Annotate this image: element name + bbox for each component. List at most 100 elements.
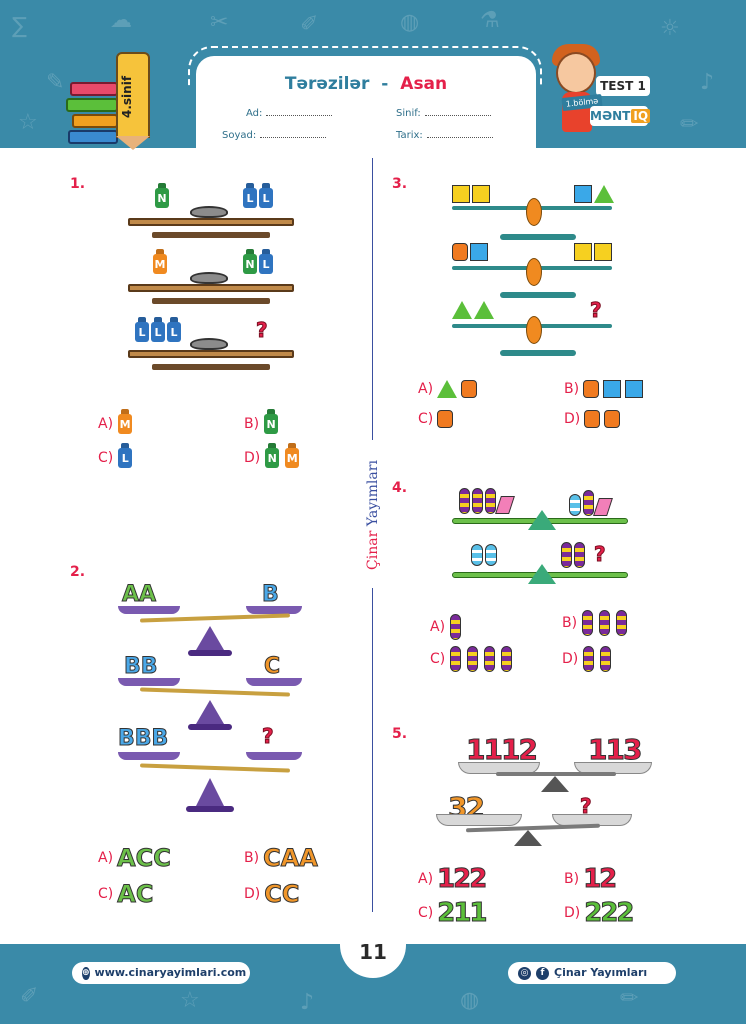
blue-candy-icon [471,544,483,566]
header-card [196,56,536,156]
q5-option-d[interactable]: D) 222 [564,900,635,927]
q4-option-c[interactable]: C) [430,646,513,672]
surname-line[interactable] [260,129,327,138]
letters-left: AA [121,582,157,607]
class-field[interactable]: Sinif: [396,107,491,119]
facebook-icon: f [536,966,549,980]
balance-pivot-icon [526,258,542,286]
column-divider-bottom [372,588,373,912]
option-letter: B) [562,615,578,631]
option-letter: C) [98,450,114,466]
doodle-star-icon: ☆ [180,988,200,1013]
q2-option-c[interactable]: C) AC [98,882,154,907]
weight-icon: N [264,414,279,434]
weight-icon: L [167,322,181,342]
option-letter: A) [430,619,446,635]
weight-icon: L [259,254,273,274]
q1-option-a[interactable]: A) M [98,414,133,434]
option-letter: C) [418,905,434,921]
q3-option-a[interactable]: A) [418,380,478,398]
balance-stand [196,626,224,650]
q3-option-c[interactable]: C) [418,410,454,428]
q4-option-a[interactable]: A) [430,614,462,640]
title-separator: - [381,74,389,94]
social-link[interactable]: ◎ f Çinar Yayımları [508,962,676,984]
q3-option-b[interactable]: B) [564,380,644,398]
publisher-vertical-text: Çinar Yayımları [362,431,384,599]
option-letter: A) [98,850,114,866]
q4-option-b[interactable]: B) [562,610,628,636]
website-link[interactable]: ⊕ www.cinaryayimlari.com [72,962,250,984]
green-pyramid-icon [594,185,614,203]
balance-stand [541,776,569,792]
digit-weight: 113 [587,733,642,766]
date-field[interactable]: Tarix: [396,129,493,141]
q2-option-d[interactable]: D) CC [244,882,300,907]
doodle-globe-icon: ◍ [460,988,480,1013]
weight-icon: L [243,188,257,208]
globe-icon: ⊕ [82,966,90,980]
letter-weight: AA [121,582,157,607]
option-letter: C) [98,886,114,902]
date-line[interactable] [426,129,493,138]
letters-left: BBB [117,727,168,750]
doodle-ruler-icon: ✂ [210,10,229,35]
purple-candy-icon [583,490,594,516]
green-pyramid-icon [437,380,458,398]
shelf [128,284,294,292]
doodle-globe-icon: ◍ [400,10,420,35]
title-text: Tərəzilər [284,74,370,94]
balance-pan [246,606,302,614]
doodle-note-icon: ♪ [300,990,315,1015]
subject-text: MƏNT [590,109,631,123]
name-line[interactable] [266,107,333,116]
balance-stand [514,830,542,846]
q1-option-c[interactable]: C) L [98,448,133,468]
surname-field[interactable]: Soyad: [222,129,327,141]
q2-option-b[interactable]: B) CAA [244,846,318,871]
balance-beam [496,772,616,776]
purple-candy-icon [472,488,483,514]
doodle-pencil-icon: ✏ [620,986,639,1011]
digit-weight: 1112 [466,733,539,766]
q5-option-c[interactable]: C) 211 [418,900,488,927]
purple-candy-icon [561,542,572,568]
option-digits: 12 [583,864,618,894]
purple-candy-icon [501,646,513,672]
q1-option-b[interactable]: B) N [244,414,279,434]
header-dashed-frame [188,46,542,86]
publisher-name-part2: Yayımları [365,460,381,527]
purple-candy-icon [450,614,462,640]
mustache-icon [190,272,228,284]
book-icon [66,98,118,112]
purple-candy-icon [450,646,462,672]
green-pyramid-icon [474,301,494,319]
weight-icon: L [151,322,165,342]
q5-option-b[interactable]: B) 12 [564,864,618,894]
class-line[interactable] [424,107,491,116]
balance-pivot-icon [526,198,542,226]
weight-icon: N [155,188,169,208]
balance-stand [528,510,556,530]
name-field[interactable]: Ad: [246,107,333,119]
doodle-flask-icon: ⚗ [480,8,500,33]
weight-icon: M [118,414,133,434]
website-text: www.cinaryayimlari.com [94,966,247,979]
option-letter: C) [430,651,446,667]
subject-suffix: IQ [631,109,651,123]
purple-candy-icon [599,610,611,636]
q3-option-d[interactable]: D) [564,410,621,428]
q5-option-a[interactable]: A) 122 [418,866,488,893]
subject-badge: MƏNT IQ [590,106,651,126]
digits-right: 113 [587,733,642,766]
option-letter: D) [562,651,579,667]
letter-weight: BB [124,654,159,679]
question-mark: ? [594,542,607,567]
balance-base [186,806,234,812]
q2-option-a[interactable]: A) ACC [98,846,171,871]
q4-option-d[interactable]: D) [562,646,612,672]
option-letter: B) [564,871,580,887]
balance-pan [118,678,180,686]
